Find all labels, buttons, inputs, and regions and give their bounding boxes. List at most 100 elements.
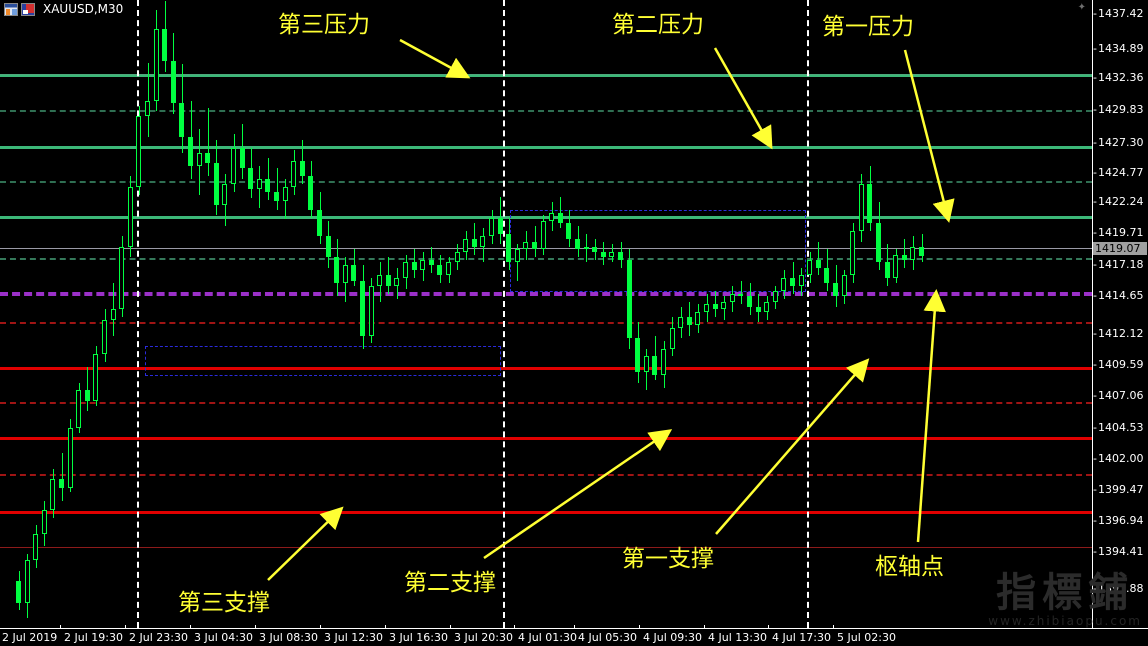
candle-wick [741, 280, 742, 305]
time-tick: 4 Jul 17:30 [772, 631, 831, 644]
candle-body-bullish [583, 246, 589, 250]
time-tick: 2 Jul 19:30 [64, 631, 123, 644]
candle-body-bearish [652, 356, 658, 375]
price-tick: -1412.12 [1093, 327, 1144, 340]
arrow-support-1 [715, 358, 870, 535]
resistance-3-label[interactable]: 第三压力 [278, 12, 370, 38]
annotation-arrows-layer [267, 38, 955, 581]
candle-body-bullish [76, 390, 82, 429]
mid-support-1-line[interactable] [0, 322, 1092, 324]
candle-body-bullish [420, 259, 426, 271]
candle-body-bearish [437, 265, 443, 276]
candle-body-bullish [33, 533, 39, 561]
candle-body-bearish [411, 262, 417, 271]
resistance-2-line[interactable] [0, 146, 1092, 149]
candle-body-bearish [686, 317, 692, 326]
resistance-2-label[interactable]: 第二压力 [612, 12, 704, 38]
price-tick: -1417.18 [1093, 258, 1144, 271]
support-2-line[interactable] [0, 437, 1092, 440]
support-2-label[interactable]: 第二支撑 [404, 570, 496, 596]
pivot-point-label[interactable]: 枢轴点 [875, 554, 944, 580]
candle-body-bullish [50, 479, 56, 511]
mid-resistance-1-line[interactable] [0, 258, 1092, 260]
price-tick: -1429.83 [1093, 103, 1144, 116]
time-tick: 3 Jul 04:30 [194, 631, 253, 644]
current-price-line[interactable] [0, 248, 1092, 249]
candle-body-bullish [893, 254, 899, 279]
mid-support-3-line[interactable] [0, 474, 1092, 476]
mid-resistance-3-line[interactable] [0, 110, 1092, 112]
candle-body-bullish [153, 28, 159, 101]
candle-body-bearish [506, 233, 512, 263]
price-tick: -1437.42 [1093, 7, 1144, 20]
price-tick: -1422.24 [1093, 195, 1144, 208]
mid-resistance-2-line[interactable] [0, 181, 1092, 183]
candle-wick [715, 291, 716, 318]
time-tick: 3 Jul 08:30 [259, 631, 318, 644]
candle-body-bearish [213, 163, 219, 205]
chart-toolbar[interactable]: XAUUSD,M30 [0, 0, 127, 18]
candle-wick [535, 225, 536, 258]
day-separator-3[interactable] [807, 0, 809, 628]
candle-body-bullish [403, 262, 408, 279]
time-gridmark [60, 625, 61, 629]
time-tick: 3 Jul 16:30 [389, 631, 448, 644]
support-1-label[interactable]: 第一支撑 [622, 546, 714, 572]
candle-body-bullish [489, 218, 494, 237]
candle-body-bearish [299, 160, 305, 177]
arrow-pivot [916, 289, 946, 543]
candle-body-bearish [497, 218, 503, 234]
price-tick: -1424.77 [1093, 166, 1144, 179]
symbol-icon[interactable] [21, 2, 35, 16]
arrow-resistance-2 [713, 47, 773, 150]
day-separator-1[interactable] [137, 0, 139, 628]
price-tick: -1409.59 [1093, 358, 1144, 371]
price-axis[interactable]: -1437.42 -1434.89 -1432.36 -1429.83 -1427.30… [1092, 0, 1148, 628]
support-1-line[interactable] [0, 367, 1092, 370]
price-tick: -1396.94 [1093, 514, 1144, 527]
time-gridmark [704, 625, 705, 629]
extra-green-line[interactable] [0, 74, 1092, 75]
candle-body-bullish [368, 285, 374, 336]
candle-body-bullish [67, 428, 73, 489]
resistance-1-line[interactable] [0, 216, 1092, 219]
candle-body-bearish [592, 246, 598, 252]
candle-wick [431, 246, 432, 273]
day-separator-2[interactable] [503, 0, 505, 628]
time-gridmark [639, 625, 640, 629]
mid-support-2-line[interactable] [0, 402, 1092, 404]
time-axis[interactable]: 2 Jul 2019 2 Jul 19:30 2 Jul 23:30 3 Jul 04… [0, 625, 1148, 646]
range-box-1[interactable] [145, 346, 501, 376]
candle-body-bullish [798, 275, 804, 286]
candle-wick [818, 241, 819, 276]
resistance-1-label[interactable]: 第一压力 [822, 14, 914, 40]
price-tick: -1394.41 [1093, 545, 1144, 558]
candle-body-bearish [84, 390, 90, 401]
candle-body-bearish [901, 254, 907, 260]
time-tick: 5 Jul 02:30 [837, 631, 896, 644]
candle-wick [277, 168, 278, 211]
support-3-line[interactable] [0, 511, 1092, 514]
chart-properties-icon[interactable] [4, 2, 18, 16]
resistance-3-line[interactable] [0, 74, 1092, 77]
candle-body-bullish [256, 178, 262, 190]
candle-body-bullish [196, 152, 202, 166]
pivot-line[interactable] [0, 292, 1092, 296]
candle-body-bullish [850, 231, 856, 276]
arrow-resistance-3 [399, 38, 471, 79]
candle-body-bullish [127, 186, 133, 247]
candle-body-bullish [145, 100, 150, 117]
chart-plot-area[interactable]: 第三压力 第二压力 第一压力第三支撑 第二支撑 第一支撑 枢轴点 [0, 0, 1092, 628]
candle-wick [388, 257, 389, 294]
price-tick: -1432.36 [1093, 71, 1144, 84]
candle-body-bullish [222, 184, 228, 205]
time-tick: 2 Jul 2019 [2, 631, 58, 644]
support-3-label[interactable]: 第三支撑 [178, 590, 270, 616]
extra-red-line[interactable] [0, 547, 1092, 548]
candle-wick [62, 453, 63, 502]
candle-body-bullish [523, 241, 529, 250]
candle-body-bullish [661, 348, 666, 375]
candle-body-bearish [162, 28, 168, 62]
candle-body-bullish [764, 301, 770, 313]
candle-body-bearish [59, 479, 64, 489]
